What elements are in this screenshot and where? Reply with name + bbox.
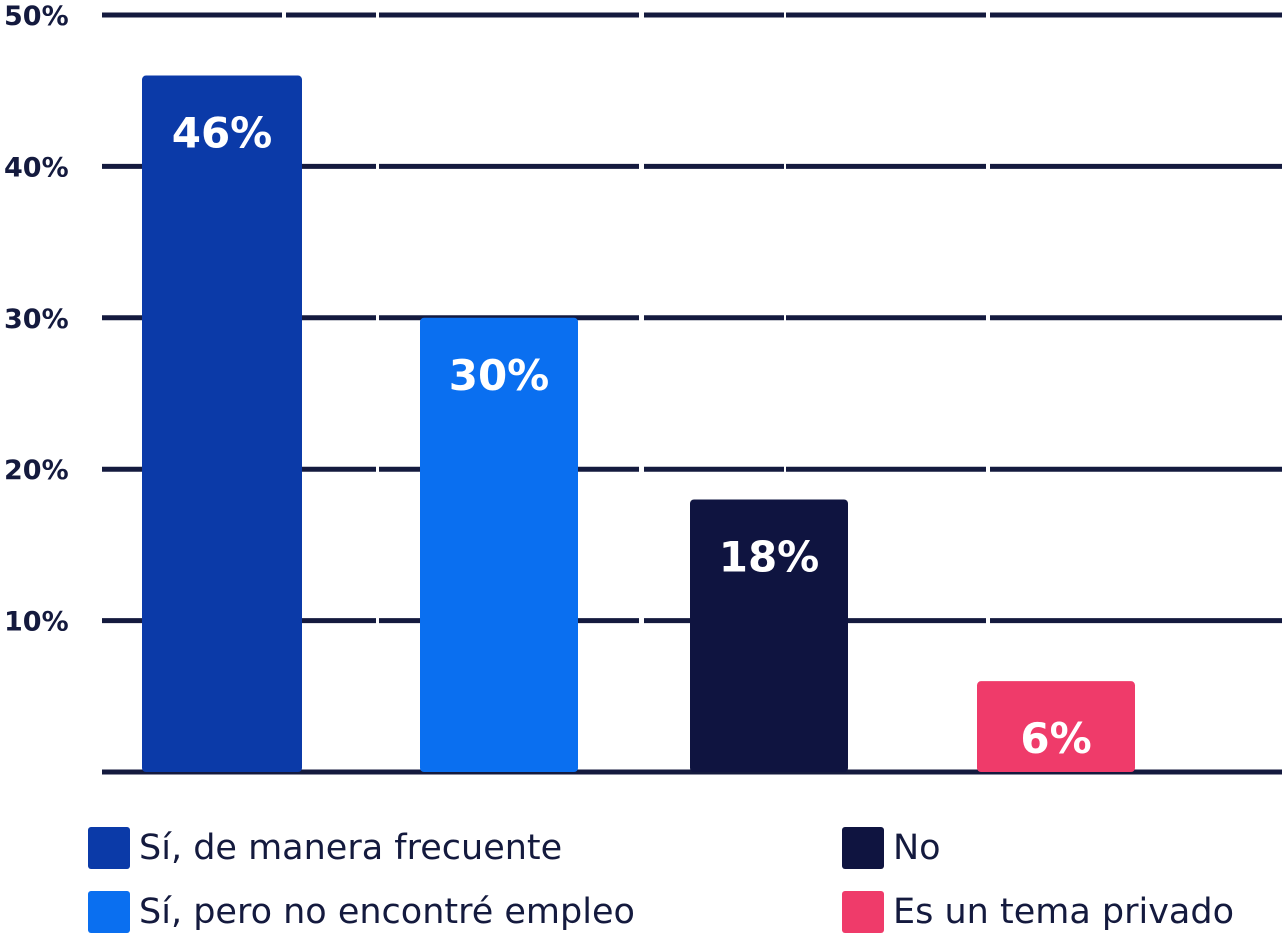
y-tick-label: 20% xyxy=(4,455,69,486)
bars xyxy=(142,75,1135,772)
legend-item-privado: Es un tema privado xyxy=(842,889,1234,935)
y-tick-label: 10% xyxy=(4,607,69,638)
legend-swatch xyxy=(842,827,884,869)
legend-swatch xyxy=(88,827,130,869)
bar xyxy=(420,317,578,772)
bar xyxy=(690,499,848,772)
legend-label: No xyxy=(893,828,941,868)
bar-value-label: 6% xyxy=(1020,714,1091,763)
legend-label: Sí, de manera frecuente xyxy=(139,828,563,868)
legend: Sí, de manera frecuente Sí, pero no enco… xyxy=(0,820,1285,934)
y-tick-label: 40% xyxy=(4,152,69,183)
y-tick-label: 50% xyxy=(4,1,69,32)
bar-value-label: 30% xyxy=(449,351,550,400)
legend-item-no-encontre: Sí, pero no encontré empleo xyxy=(88,889,635,935)
legend-label: Sí, pero no encontré empleo xyxy=(139,892,635,932)
legend-label: Es un tema privado xyxy=(893,892,1235,932)
bar-value-label: 46% xyxy=(172,109,273,158)
y-axis-ticks: 10% 20% 30% 40% 50% xyxy=(4,1,69,638)
legend-swatch xyxy=(88,891,130,933)
bar-chart: 10% 20% 30% 40% 50% 46% 30% 18% 6% xyxy=(4,1,1282,775)
y-tick-label: 30% xyxy=(4,304,69,335)
legend-item-no: No xyxy=(842,825,941,871)
legend-swatch xyxy=(842,891,884,933)
bar xyxy=(977,681,1135,772)
legend-item-frecuente: Sí, de manera frecuente xyxy=(88,825,562,871)
bar-value-label: 18% xyxy=(719,532,820,581)
bar-value-labels: 46% 30% 18% 6% xyxy=(172,109,1092,764)
bar xyxy=(142,75,302,772)
